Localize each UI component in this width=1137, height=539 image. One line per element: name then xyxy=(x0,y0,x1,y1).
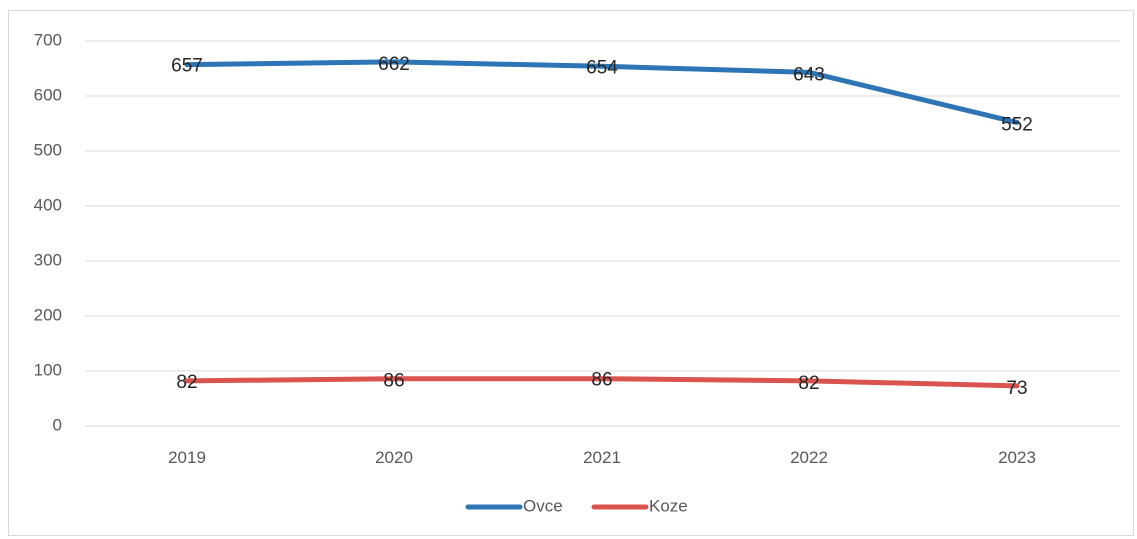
gridlines xyxy=(85,40,1120,427)
data-label: 657 xyxy=(171,56,203,77)
y-tick-label: 200 xyxy=(34,305,62,324)
data-label: 552 xyxy=(1001,114,1033,135)
data-label: 654 xyxy=(586,57,618,78)
y-tick-label: 600 xyxy=(34,85,62,104)
series-lines xyxy=(184,59,1020,389)
y-tick-label: 500 xyxy=(34,140,62,159)
x-tick-label: 2023 xyxy=(998,448,1036,467)
data-label: 662 xyxy=(378,54,410,75)
y-tick-label: 300 xyxy=(34,250,62,269)
x-tick-label: 2020 xyxy=(375,448,413,467)
data-label: 86 xyxy=(383,371,404,392)
data-label: 82 xyxy=(798,373,819,394)
x-tick-label: 2021 xyxy=(583,448,621,467)
chart-frame xyxy=(8,10,1134,536)
y-tick-label: 700 xyxy=(34,30,62,49)
data-label: 86 xyxy=(591,370,612,391)
legend-label: Ovce xyxy=(523,496,563,515)
data-labels: 657 662 654 643 552 82 86 86 82 73 xyxy=(171,54,1033,399)
y-tick-label: 0 xyxy=(53,415,62,434)
data-label: 82 xyxy=(176,372,197,393)
x-tick-label: 2022 xyxy=(790,448,828,467)
data-label: 73 xyxy=(1006,378,1027,399)
x-tick-label: 2019 xyxy=(168,448,206,467)
x-axis-ticks: 2019 2020 2021 2022 2023 xyxy=(168,448,1036,467)
y-tick-label: 100 xyxy=(34,360,62,379)
legend-label: Koze xyxy=(649,496,688,515)
y-tick-label: 400 xyxy=(34,195,62,214)
y-axis-ticks: 0 100 200 300 400 500 600 700 xyxy=(34,30,62,434)
legend: Ovce Koze xyxy=(465,496,688,515)
data-label: 643 xyxy=(793,64,825,85)
